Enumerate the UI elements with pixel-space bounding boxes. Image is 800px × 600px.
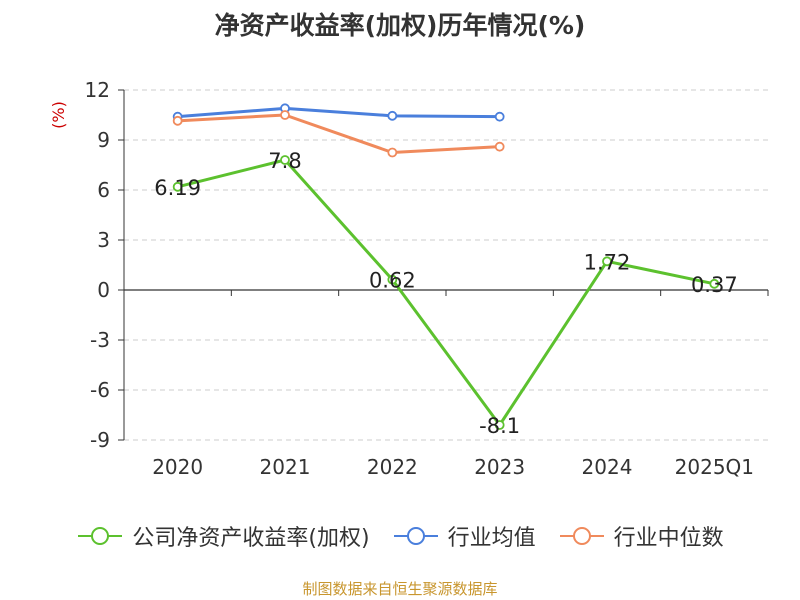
- data-point: [494, 420, 505, 430]
- series-line: [177, 158, 715, 427]
- y-tick-label: 12: [85, 78, 110, 102]
- legend-item[interactable]: 公司净资产收益率(加权): [76, 520, 370, 552]
- x-tick-label: 2021: [260, 455, 311, 479]
- data-point: [280, 110, 290, 120]
- data-label: 7.8: [268, 149, 301, 173]
- legend: 公司净资产收益率(加权) 行业均值 行业中位数: [0, 520, 800, 552]
- legend-item[interactable]: 行业中位数: [558, 520, 724, 552]
- x-tick-label: 2023: [474, 455, 525, 479]
- y-tick-label: -6: [90, 378, 110, 402]
- axes: 12 9 6 3 0 -3 -6 -9 (%) 2020 2021 2022 2023 2024 2025Q…: [49, 78, 769, 479]
- x-tick-label: 2024: [582, 455, 633, 479]
- grid-lines: [124, 89, 768, 441]
- x-tick-label: 2025Q1: [675, 455, 754, 479]
- data-point: [602, 256, 612, 267]
- legend-swatch-icon: [78, 527, 123, 545]
- data-label: 6.19: [154, 176, 201, 200]
- x-tick-label: 2022: [367, 455, 418, 479]
- data-point: [709, 278, 720, 289]
- y-tick-label: 0: [97, 278, 110, 302]
- data-label: 1.72: [584, 250, 631, 274]
- data-point: [387, 110, 398, 121]
- data-labels: 6.19 7.8 0.62 -8.1 1.72 0.37: [154, 149, 737, 438]
- legend-swatch-icon: [559, 527, 604, 545]
- legend-swatch-icon: [393, 527, 438, 545]
- data-point: [172, 115, 183, 126]
- y-tick-label: 6: [97, 178, 110, 202]
- source-note: 制图数据来自恒生聚源数据库: [302, 580, 498, 598]
- series-line: [177, 106, 500, 119]
- y-tick-label: -3: [90, 328, 110, 352]
- legend-item[interactable]: 行业均值: [392, 520, 536, 552]
- x-tick-label: 2020: [152, 455, 203, 479]
- y-tick-label: -9: [90, 428, 110, 452]
- y-tick-label: 9: [97, 128, 110, 152]
- data-point: [387, 274, 398, 285]
- legend-swatch-marker: [406, 527, 425, 545]
- legend-swatch-marker: [572, 527, 591, 545]
- legend-label: 行业均值: [447, 526, 536, 551]
- y-axis-unit: (%): [49, 101, 68, 129]
- series-layer: [172, 103, 720, 430]
- data-label: 0.37: [691, 273, 738, 297]
- data-point: [494, 141, 505, 152]
- chart-title: 净资产收益率(加权)历年情况(%): [214, 11, 586, 40]
- data-point: [494, 111, 505, 122]
- data-point: [387, 147, 398, 158]
- data-label: 0.62: [369, 269, 416, 293]
- legend-label: 行业中位数: [613, 526, 724, 551]
- y-tick-label: 3: [97, 228, 110, 252]
- legend-swatch-marker: [91, 527, 110, 545]
- data-point: [172, 181, 183, 192]
- legend-label: 公司净资产收益率(加权): [132, 526, 370, 551]
- data-point: [280, 155, 290, 165]
- data-label: -8.1: [479, 414, 520, 438]
- series-line: [177, 113, 500, 154]
